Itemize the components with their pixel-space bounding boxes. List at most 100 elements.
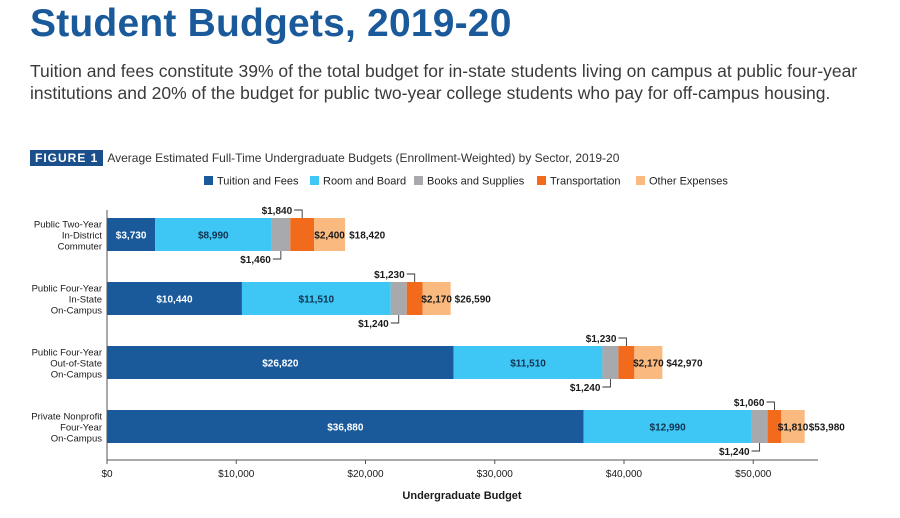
chart-callouts: $1,460 $1,840 $1,240 $1,230 $1,240 $1,230 $1,2… — [240, 206, 775, 458]
category-label: Public Two-Year In-District Commuter — [34, 220, 102, 253]
bar-segment — [155, 218, 272, 251]
figure-header: FIGURE 1 Average Estimated Full-Time Und… — [30, 150, 619, 166]
category-label: Public Four-Year In-State On-Campus — [32, 284, 103, 317]
legend-label: Tuition and Fees — [217, 176, 299, 188]
bar-segment — [241, 282, 391, 315]
x-tick-label: $10,000 — [218, 469, 255, 480]
category-label-line: Four-Year — [60, 423, 102, 434]
legend-item: Room and Board — [310, 176, 406, 188]
callout-leader — [766, 401, 775, 410]
category-label-line: Out-of-State — [50, 359, 102, 370]
legend-label: Transportation — [550, 176, 621, 188]
callout-leader — [406, 273, 416, 282]
bar-value-label: $2,170 — [633, 359, 664, 370]
bar-segment — [406, 282, 423, 315]
legend-item: Other Expenses — [636, 176, 728, 188]
legend-swatch — [537, 176, 546, 185]
callout-transport-label: $1,840 — [262, 206, 293, 217]
bar-segment — [453, 346, 603, 379]
callout-leader — [618, 337, 627, 346]
callout-books-label: $1,240 — [358, 319, 389, 330]
legend-swatch — [204, 176, 213, 185]
callout-leader — [602, 379, 611, 388]
bar-segment — [107, 346, 454, 379]
category-label-line: In-State — [69, 295, 102, 306]
bar-segment — [781, 410, 805, 443]
figure-label: FIGURE 1 — [30, 150, 104, 166]
category-label-line: Public Four-Year — [32, 284, 102, 295]
chart-legend: Tuition and Fees Room and Board Books and … — [204, 176, 728, 188]
bar-segment — [271, 218, 291, 251]
legend-label: Other Expenses — [649, 176, 728, 188]
bar-segment — [602, 346, 619, 379]
category-label-line: On-Campus — [51, 434, 102, 445]
callout-leader — [294, 209, 303, 218]
legend-label: Room and Board — [323, 176, 406, 188]
bar-segment — [107, 410, 584, 443]
category-label-line: Public Two-Year — [34, 220, 102, 231]
category-label: Private Nonprofit Four-Year On-Campus — [31, 412, 102, 445]
bar-segment — [107, 282, 242, 315]
callout-books-label: $1,460 — [240, 255, 271, 266]
callout-transport-label: $1,230 — [586, 334, 617, 345]
bar-total-label: $42,970 — [666, 359, 703, 370]
legend-swatch — [636, 176, 645, 185]
category-label-line: Public Four-Year — [32, 348, 102, 359]
bar-value-label: $36,880 — [327, 423, 364, 434]
legend-swatch — [414, 176, 423, 185]
legend-item: Tuition and Fees — [204, 176, 299, 188]
bar-value-label: $2,400 — [314, 231, 345, 242]
callout-leader — [751, 443, 761, 452]
legend-item: Transportation — [537, 176, 621, 188]
x-tick-label: $0 — [101, 469, 113, 480]
bar-total-label: $53,980 — [809, 423, 846, 434]
x-tick-label: $40,000 — [606, 469, 643, 480]
bar-value-label: $11,510 — [299, 295, 335, 306]
category-label-line: On-Campus — [51, 306, 102, 317]
bar-total-label: $26,590 — [455, 295, 492, 306]
page-subtitle: Tuition and fees constitute 39% of the t… — [30, 61, 858, 103]
bar-value-label: $26,820 — [262, 359, 299, 370]
legend-swatch — [310, 176, 319, 185]
x-tick-label: $50,000 — [735, 469, 772, 480]
bar-segment — [390, 282, 407, 315]
bar-value-label: $2,170 — [421, 295, 452, 306]
callout-leader — [390, 315, 400, 324]
bar-value-label: $8,990 — [198, 231, 229, 242]
category-label-line: In-District — [62, 231, 102, 242]
category-label-line: On-Campus — [51, 370, 102, 381]
bar-value-label: $11,510 — [510, 359, 546, 370]
x-tick-label: $20,000 — [347, 469, 384, 480]
x-axis-title: Undergraduate Budget — [402, 490, 522, 502]
bar-total-label: $18,420 — [349, 231, 386, 242]
bar-segment — [618, 346, 635, 379]
figure-caption: Average Estimated Full-Time Undergraduat… — [107, 151, 620, 165]
x-tick-label: $30,000 — [477, 469, 514, 480]
stacked-bar-chart: Tuition and Fees Room and Board Books and … — [31, 176, 845, 503]
bar-value-label: $12,990 — [650, 423, 687, 434]
chart-x-axis: $0 $10,000 $20,000 $30,000 $40,000 $50,000 Und… — [101, 210, 818, 502]
callout-transport-label: $1,060 — [734, 398, 765, 409]
bar-value-label: $10,440 — [156, 295, 193, 306]
category-label-line: Private Nonprofit — [31, 412, 102, 423]
bar-value-label: $3,730 — [116, 231, 147, 242]
bar-segment — [107, 218, 156, 251]
bar-segment — [767, 410, 782, 443]
page-title: Student Budgets, 2019-20 — [30, 2, 512, 45]
legend-label: Books and Supplies — [427, 176, 525, 188]
bar-segment — [583, 410, 752, 443]
bar-segment — [634, 346, 663, 379]
callout-transport-label: $1,230 — [374, 270, 405, 281]
callout-books-label: $1,240 — [570, 383, 601, 394]
callout-leader — [272, 251, 282, 260]
callout-books-label: $1,240 — [719, 447, 750, 458]
category-label: Public Four-Year Out-of-State On-Campus — [32, 348, 103, 381]
category-label-line: Commuter — [58, 242, 102, 253]
bar-segment — [751, 410, 768, 443]
bar-segment — [422, 282, 451, 315]
bar-segment — [290, 218, 315, 251]
bar-value-label: $1,810 — [778, 423, 809, 434]
chart-bars: $3,730 $8,990 $2,400 $18,420 $10,440 $11,510 $… — [107, 218, 845, 443]
chart-category-labels: Public Two-Year In-District CommuterPublic… — [31, 220, 102, 445]
bar-segment — [314, 218, 346, 251]
